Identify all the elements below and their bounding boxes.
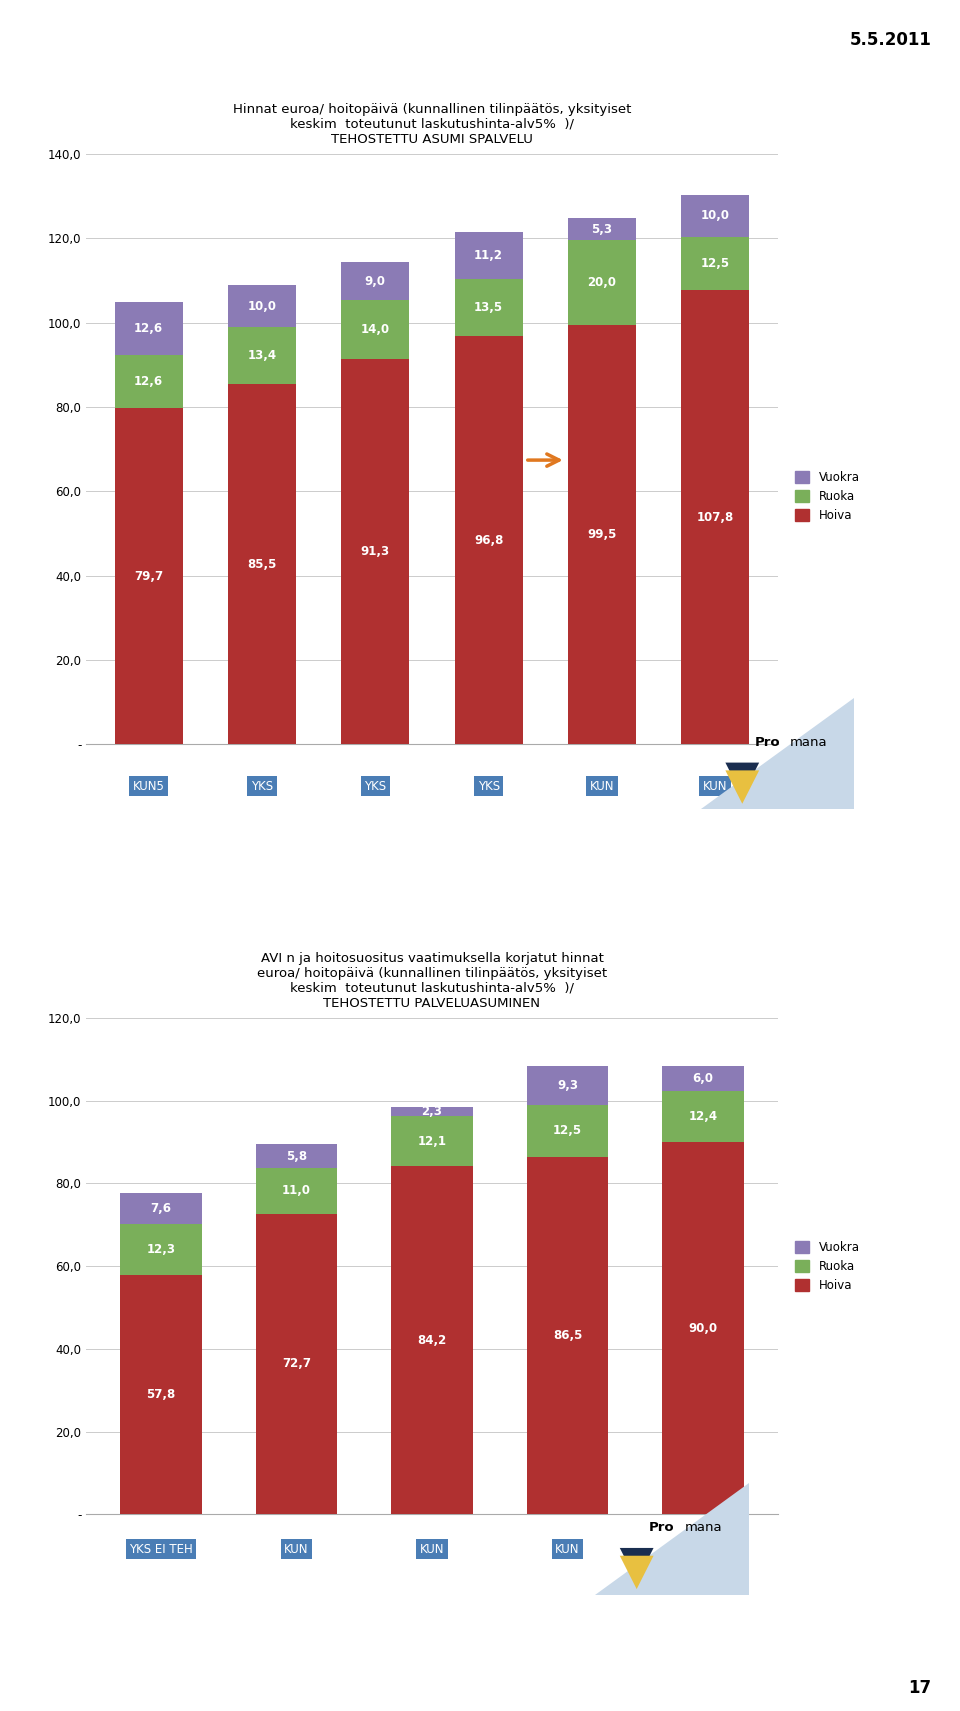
Text: 12,5: 12,5 [701,257,730,270]
Text: Pro: Pro [755,736,780,749]
Polygon shape [595,1483,749,1595]
Text: 10,0: 10,0 [248,299,276,313]
Legend: Vuokra, Ruoka, Hoiva: Vuokra, Ruoka, Hoiva [790,1235,864,1297]
Text: KUN: KUN [555,1543,580,1555]
Polygon shape [726,770,759,804]
Bar [342,262,409,301]
Bar [568,217,636,241]
Text: 12,1: 12,1 [418,1134,446,1148]
Legend: Vuokra, Ruoka, Hoiva: Vuokra, Ruoka, Hoiva [790,465,864,527]
Bar [568,241,636,325]
Text: 14,0: 14,0 [361,323,390,337]
Text: 11,0: 11,0 [282,1184,311,1198]
Bar [527,1066,609,1105]
Text: 5.5.2011: 5.5.2011 [850,31,931,50]
Text: 96,8: 96,8 [474,534,503,548]
Text: 5,3: 5,3 [591,222,612,236]
Text: 99,5: 99,5 [588,529,616,541]
Bar [120,1225,202,1275]
Bar [228,286,296,327]
Text: 79,7: 79,7 [134,570,163,583]
Bar [392,1167,472,1514]
Polygon shape [620,1548,654,1581]
Bar [115,356,182,409]
Bar [342,301,409,359]
Bar [662,1143,744,1514]
Bar [682,289,749,744]
Bar [527,1105,609,1157]
Text: 10,0: 10,0 [701,209,730,222]
Text: KUN5: KUN5 [132,780,165,792]
Bar [228,383,296,744]
Bar [115,409,182,744]
Text: 86,5: 86,5 [553,1329,582,1341]
Text: 12,5: 12,5 [553,1124,582,1138]
Polygon shape [620,1555,654,1590]
Text: KUN: KUN [420,1543,444,1555]
Text: 72,7: 72,7 [282,1357,311,1371]
Bar [255,1145,337,1169]
Text: YKS: YKS [251,780,273,792]
Text: 90,0: 90,0 [688,1321,718,1335]
Text: 2,3: 2,3 [421,1105,443,1117]
Text: 9,3: 9,3 [557,1080,578,1092]
Text: 20,0: 20,0 [588,275,616,289]
Text: 13,4: 13,4 [248,349,276,363]
Bar [342,359,409,744]
Polygon shape [726,763,759,796]
Title: AVI n ja hoitosuositus vaatimuksella korjatut hinnat
euroa/ hoitopäivä (kunnalli: AVI n ja hoitosuositus vaatimuksella kor… [257,951,607,1009]
Text: 12,4: 12,4 [688,1110,718,1122]
Text: KUN: KUN [703,780,728,792]
Text: KUN: KUN [589,780,614,792]
Bar [682,195,749,238]
Bar [120,1275,202,1514]
Title: Hinnat euroa/ hoitopäivä (kunnallinen tilinpäätös, yksityiset
keskim  toteutunut: Hinnat euroa/ hoitopäivä (kunnallinen ti… [233,103,631,145]
Bar [682,238,749,289]
Text: YKS EI TEH: YKS EI TEH [129,1543,193,1555]
Bar [455,335,522,744]
Text: 7,6: 7,6 [151,1203,172,1215]
Bar [120,1193,202,1225]
Bar [115,301,182,356]
Text: YKS: YKS [477,780,500,792]
Text: 12,3: 12,3 [147,1244,176,1256]
Text: KUN: KUN [691,1543,715,1555]
Text: 5,8: 5,8 [286,1150,307,1163]
Text: 107,8: 107,8 [697,510,733,524]
Text: YKS: YKS [364,780,387,792]
Text: 84,2: 84,2 [418,1333,446,1347]
Bar [662,1092,744,1143]
Text: KUN: KUN [284,1543,309,1555]
Text: 17: 17 [908,1678,931,1697]
Text: 12,6: 12,6 [134,322,163,335]
Bar [568,325,636,744]
Text: 9,0: 9,0 [365,275,386,287]
Bar [527,1157,609,1514]
Bar [255,1213,337,1514]
Bar [662,1066,744,1092]
Text: Pro: Pro [649,1521,675,1535]
Bar [228,327,296,383]
Text: mana: mana [790,736,828,749]
Text: 57,8: 57,8 [146,1388,176,1401]
Bar [455,279,522,335]
Bar [392,1116,472,1167]
Bar [392,1107,472,1116]
Bar [255,1169,337,1213]
Polygon shape [701,698,854,809]
Text: 11,2: 11,2 [474,250,503,262]
Bar [455,233,522,279]
Text: 13,5: 13,5 [474,301,503,315]
Text: 85,5: 85,5 [248,558,276,570]
Text: 12,6: 12,6 [134,375,163,388]
Text: 91,3: 91,3 [361,546,390,558]
Text: mana: mana [684,1521,722,1535]
Text: 6,0: 6,0 [692,1071,713,1085]
